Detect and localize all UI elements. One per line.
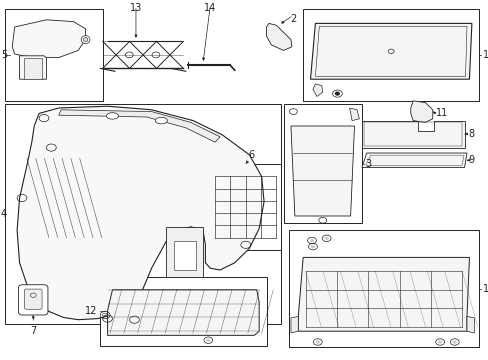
Text: 4: 4 bbox=[1, 209, 7, 219]
Text: 10: 10 bbox=[482, 284, 488, 294]
Polygon shape bbox=[312, 84, 322, 96]
Bar bbox=[173, 241, 195, 270]
Ellipse shape bbox=[83, 37, 88, 42]
Text: 1: 1 bbox=[482, 50, 488, 60]
Polygon shape bbox=[166, 227, 203, 277]
Polygon shape bbox=[361, 121, 464, 148]
Text: 3: 3 bbox=[365, 159, 371, 169]
Polygon shape bbox=[17, 106, 264, 320]
Text: 5: 5 bbox=[1, 50, 7, 60]
Polygon shape bbox=[361, 153, 466, 167]
Text: 6: 6 bbox=[247, 150, 254, 160]
Circle shape bbox=[452, 341, 456, 343]
Polygon shape bbox=[349, 108, 359, 121]
Circle shape bbox=[437, 341, 441, 343]
Text: 14: 14 bbox=[203, 3, 216, 13]
Ellipse shape bbox=[106, 113, 119, 119]
Polygon shape bbox=[12, 20, 85, 58]
Circle shape bbox=[324, 237, 328, 240]
Polygon shape bbox=[310, 23, 471, 79]
Polygon shape bbox=[410, 101, 432, 122]
Polygon shape bbox=[290, 316, 298, 333]
Circle shape bbox=[334, 92, 339, 95]
Text: 12: 12 bbox=[85, 306, 98, 316]
Polygon shape bbox=[24, 58, 41, 79]
Text: 9: 9 bbox=[467, 155, 473, 165]
Bar bbox=[210, 164, 281, 250]
Circle shape bbox=[206, 339, 210, 342]
Polygon shape bbox=[466, 316, 473, 333]
Polygon shape bbox=[266, 23, 291, 50]
Circle shape bbox=[309, 239, 313, 242]
Circle shape bbox=[310, 245, 314, 248]
Ellipse shape bbox=[81, 36, 90, 44]
Bar bbox=[364, 122, 461, 146]
Polygon shape bbox=[290, 126, 354, 216]
Bar bbox=[5, 104, 281, 324]
Bar bbox=[5, 9, 102, 101]
Bar bbox=[303, 9, 478, 101]
FancyBboxPatch shape bbox=[24, 289, 42, 309]
Circle shape bbox=[315, 341, 319, 343]
Bar bbox=[100, 277, 266, 346]
Polygon shape bbox=[107, 290, 259, 336]
Bar bbox=[283, 104, 361, 223]
Text: 2: 2 bbox=[290, 14, 296, 24]
Text: 13: 13 bbox=[129, 3, 142, 13]
Text: 7: 7 bbox=[30, 326, 36, 336]
Bar bbox=[288, 230, 478, 347]
Text: 8: 8 bbox=[467, 129, 473, 139]
Polygon shape bbox=[20, 56, 46, 79]
Polygon shape bbox=[298, 257, 468, 331]
Text: 11: 11 bbox=[435, 108, 447, 118]
Polygon shape bbox=[59, 110, 220, 142]
FancyBboxPatch shape bbox=[19, 285, 48, 315]
Ellipse shape bbox=[155, 117, 167, 124]
